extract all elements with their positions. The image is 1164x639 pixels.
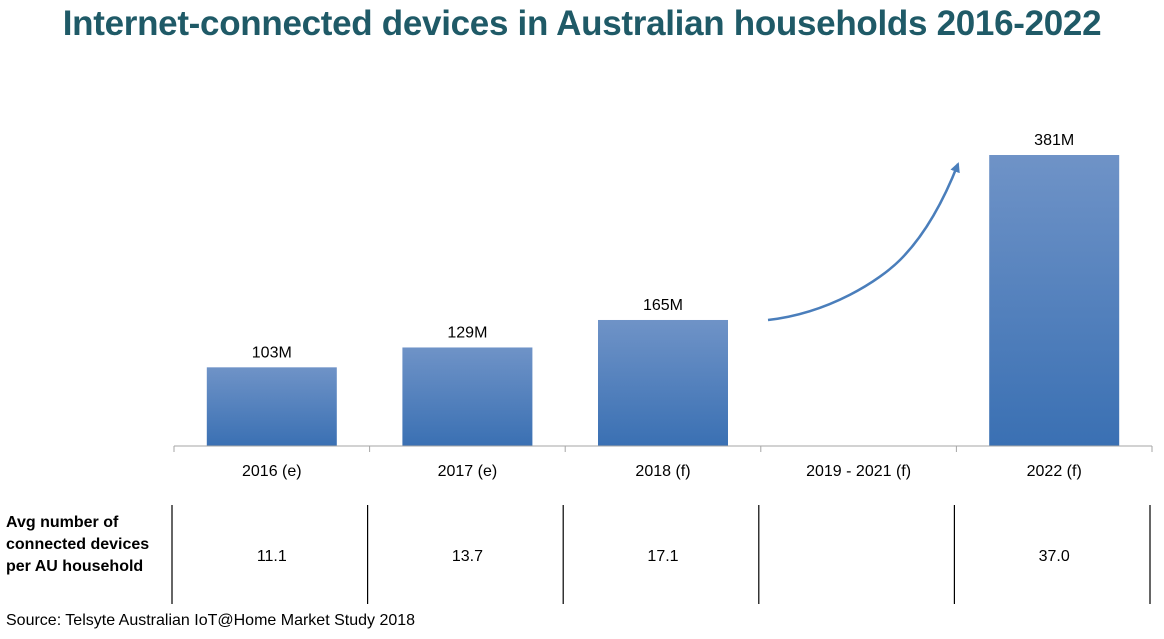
growth-arrow — [767, 162, 960, 322]
x-tick-label: 2016 (e) — [242, 463, 302, 480]
x-tick-label: 2022 (f) — [1027, 463, 1082, 480]
avg-value: 11.1 — [257, 548, 287, 565]
bar-value-label: 165M — [643, 297, 683, 314]
source-note: Source: Telsyte Australian IoT@Home Mark… — [6, 612, 416, 629]
chart-title: Internet-connected devices in Australian… — [62, 4, 1102, 43]
x-tick-label: 2017 (e) — [438, 463, 498, 480]
avg-value: 13.7 — [452, 548, 483, 565]
avg-value: 17.1 — [647, 548, 678, 565]
bar-value-label: 129M — [447, 324, 487, 341]
bar-value-label: 381M — [1034, 132, 1074, 149]
bar-2 — [598, 319, 728, 446]
bar-1 — [402, 347, 533, 446]
avg-value: 37.0 — [1039, 548, 1070, 565]
x-tick-label: 2018 (f) — [635, 463, 690, 480]
x-tick-label: 2019 - 2021 (f) — [806, 463, 911, 480]
bar-value-label: 103M — [252, 344, 292, 361]
avg-row-label: Avg number of connected devices per AU h… — [6, 514, 150, 575]
bar-4 — [989, 155, 1120, 446]
bar-0 — [206, 367, 337, 446]
